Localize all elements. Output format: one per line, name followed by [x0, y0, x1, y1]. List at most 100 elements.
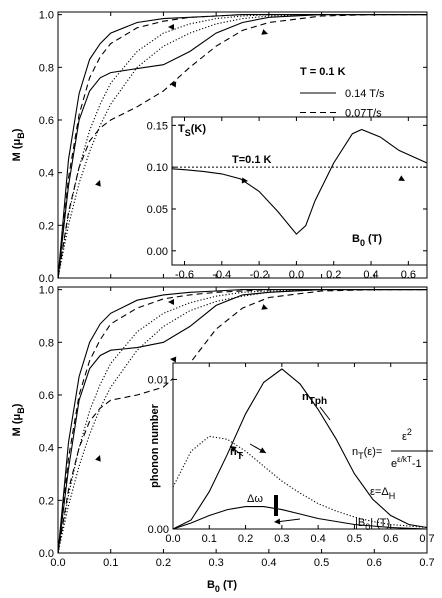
formula-part: (ε)= — [364, 446, 383, 458]
y-tick-label: 0.2 — [39, 495, 54, 507]
arrow-head — [274, 518, 281, 525]
formula: ε2 — [402, 427, 412, 443]
x-axis-label-part: (T) — [365, 233, 382, 245]
arrow-head — [261, 29, 268, 35]
x-tick-label: 0.2 — [156, 557, 171, 569]
magnetization-down — [57, 289, 427, 554]
formula-part: H — [389, 491, 396, 501]
x-tick-label: 0.2 — [238, 533, 253, 545]
y-axis-label-part: B — [16, 407, 26, 414]
x-tick-label: 0.7 — [419, 557, 434, 569]
x-axis-label: B0 (T) — [352, 233, 382, 248]
y-axis-label-part: T — [178, 123, 185, 135]
plot-frame — [172, 362, 428, 530]
magnetization-up — [57, 14, 427, 279]
formula: nT(ε)= — [352, 446, 382, 461]
y-tick-label: 0.4 — [39, 168, 54, 180]
x-axis-label-part: | (T) — [370, 517, 390, 529]
x-axis-label-part: |B — [355, 517, 365, 529]
x-tick-label: 0.1 — [103, 557, 118, 569]
x-tick-label: 0.3 — [274, 533, 289, 545]
x-tick-label: 0.1 — [202, 533, 217, 545]
x-tick-label: 0.2 — [326, 269, 341, 281]
x-axis-label-part: 0 — [365, 522, 370, 532]
curve-label: nT — [230, 446, 243, 462]
x-tick-label: 0.6 — [383, 533, 398, 545]
formula-part: 2 — [407, 427, 412, 437]
temperature-curve — [171, 128, 428, 235]
x-tick-label: 0.7 — [419, 533, 434, 545]
formula: ε=ΔH — [370, 486, 395, 501]
arrow-head — [241, 177, 248, 184]
y-tick-label: 0.15 — [147, 120, 168, 132]
arrow-head — [398, 175, 405, 181]
formula-part: ε — [402, 431, 407, 443]
arrow-head — [95, 180, 101, 187]
legend-title: T = 0.1 K — [300, 66, 346, 78]
x-tick-label: 0.5 — [347, 533, 362, 545]
plot-frame — [171, 116, 428, 266]
arrow-head — [168, 24, 174, 30]
curve-label: nTph — [302, 391, 327, 407]
x-tick-label: 0.6 — [367, 557, 382, 569]
x-tick-label: -0.2 — [250, 269, 269, 281]
marker-label: Δω — [247, 493, 263, 505]
y-tick-label: 0.8 — [39, 62, 54, 74]
phonon-curve — [172, 506, 428, 530]
y-tick-label: 0.8 — [39, 337, 54, 349]
y-axis-label-part: M (μ — [11, 139, 23, 162]
x-tick-label: 0.4 — [310, 533, 325, 545]
x-axis-label-part: B — [352, 233, 360, 245]
y-axis-label-part: (K) — [191, 123, 207, 135]
formula-part: e — [391, 458, 397, 470]
y-tick-label: 0.6 — [39, 390, 54, 402]
x-axis-label-part: 0 — [215, 584, 220, 594]
y-tick-label: 0.00 — [148, 524, 169, 536]
magnetization-down — [57, 289, 427, 554]
x-tick-label: 0.0 — [165, 533, 180, 545]
formula-part: -1 — [412, 458, 422, 470]
arrow-head — [170, 356, 177, 363]
x-axis-label-part: 0 — [360, 238, 365, 248]
curve-label-part: n — [302, 391, 309, 403]
x-axis-label: B0 (T) — [207, 579, 237, 594]
y-tick-label: 0.01 — [148, 374, 169, 386]
x-tick-label: -0.6 — [175, 269, 194, 281]
arrow-head — [168, 299, 174, 305]
x-axis-label-part: (T) — [220, 579, 237, 591]
arrow-line — [319, 406, 331, 421]
y-axis-label-part: ) — [11, 403, 23, 407]
y-axis-label-part: B — [16, 132, 26, 139]
y-tick-label: 1.0 — [39, 10, 54, 22]
phonon-curve — [172, 435, 428, 529]
y-axis-label-part: M (μ — [11, 414, 23, 437]
arrow-line — [275, 518, 301, 523]
curve-label-part: Tph — [309, 396, 327, 407]
y-axis-label-part: S — [185, 128, 191, 138]
x-tick-label: 0.4 — [261, 557, 276, 569]
reference-label: T=0.1 K — [232, 154, 271, 166]
formula-part: n — [352, 446, 358, 458]
y-tick-label: 0.10 — [147, 162, 168, 174]
magnetization-up — [57, 289, 427, 554]
magnetization-up — [57, 289, 427, 554]
y-tick-label: 1.0 — [39, 285, 54, 297]
magnetization-up — [57, 14, 427, 279]
curve-label-part: n — [230, 446, 237, 458]
x-axis-label-part: B — [207, 579, 215, 591]
x-tick-label: 0.0 — [289, 269, 304, 281]
x-tick-label: -0.4 — [212, 269, 231, 281]
y-tick-label: 0.0 — [39, 273, 54, 285]
x-tick-label: 0.4 — [363, 269, 378, 281]
arrow-head — [259, 447, 266, 453]
y-tick-label: 0.2 — [39, 220, 54, 232]
arrow-head — [95, 455, 101, 462]
arrow-head — [170, 81, 177, 88]
formula: eε/kT-1 — [391, 455, 422, 470]
x-tick-label: 0.5 — [314, 557, 329, 569]
y-axis-label: phonon number — [149, 403, 161, 487]
x-axis-label: |B0| (T) — [355, 517, 390, 532]
arrow-head — [230, 446, 237, 452]
y-axis-label: M (μB) — [11, 128, 26, 161]
x-tick-label: 0.6 — [401, 269, 416, 281]
